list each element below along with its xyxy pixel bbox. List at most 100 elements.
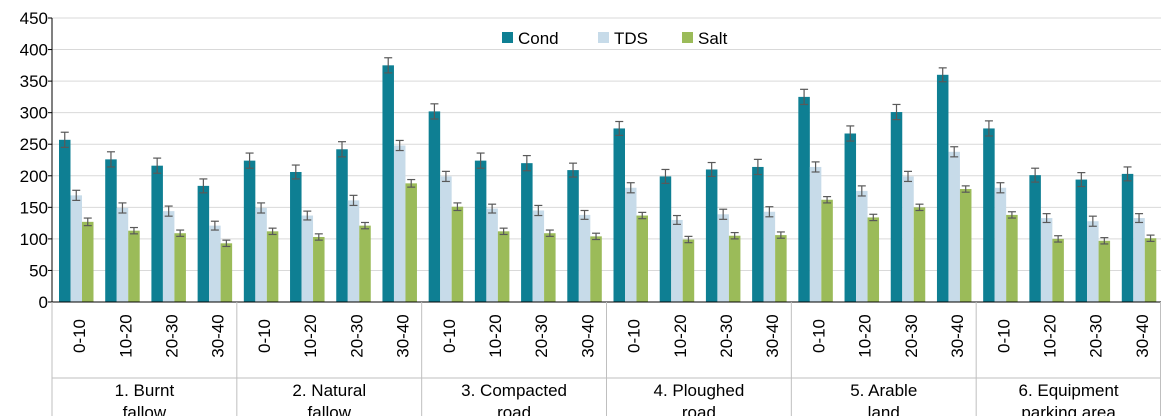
- bar-salt: [728, 235, 741, 302]
- y-tick-label: 350: [20, 72, 48, 91]
- bar-cond: [1075, 179, 1088, 302]
- bar-salt: [959, 189, 972, 302]
- bar-salt: [1098, 240, 1111, 302]
- bar-salt: [1144, 238, 1157, 302]
- legend-label-salt: Salt: [698, 29, 728, 48]
- x-group-label: fallow: [308, 403, 352, 416]
- y-tick-label: 150: [20, 198, 48, 217]
- bar-tds: [625, 187, 637, 302]
- bar-cond: [428, 111, 441, 302]
- x-category-label: 10-20: [671, 314, 690, 357]
- bar-salt: [775, 235, 787, 302]
- bar-cond: [243, 160, 256, 302]
- y-tick-label: 50: [29, 261, 48, 280]
- bar-salt: [544, 233, 556, 302]
- bar-tds: [440, 176, 452, 302]
- bar-tds: [809, 166, 822, 302]
- y-tick-label: 100: [20, 230, 48, 249]
- x-category-label: 20-30: [347, 314, 366, 357]
- y-tick-label: 0: [39, 293, 48, 312]
- bar-cond: [936, 74, 949, 302]
- x-category-label: 30-40: [394, 314, 413, 357]
- x-category-label: 10-20: [116, 314, 135, 357]
- bar-salt: [682, 239, 695, 302]
- x-category-label: 20-30: [163, 314, 182, 357]
- legend-label-tds: TDS: [614, 29, 648, 48]
- bar-cond: [659, 176, 672, 302]
- bar-salt: [220, 243, 233, 302]
- x-group-label: 2. Natural: [292, 381, 366, 400]
- bar-tds: [717, 214, 729, 302]
- x-category-label: 30-40: [763, 314, 782, 357]
- gridlines: [52, 17, 1161, 271]
- x-category-label: 30-40: [948, 314, 967, 357]
- bar-cond: [290, 171, 302, 302]
- bar-salt: [913, 207, 926, 302]
- bar-cond: [474, 160, 487, 302]
- bar-cond: [752, 166, 764, 302]
- x-category-label: 30-40: [578, 314, 597, 357]
- bar-cond: [382, 65, 394, 302]
- x-group-label: 3. Compacted: [461, 381, 567, 400]
- x-category-label: 10-20: [301, 314, 320, 357]
- x-category-label: 10-20: [1040, 314, 1059, 357]
- bar-tds: [70, 195, 82, 302]
- bar-tds: [1040, 218, 1053, 302]
- bar-salt: [451, 206, 464, 302]
- bar-tds: [671, 219, 683, 302]
- x-group-label: 1. Burnt: [115, 381, 175, 400]
- bar-salt: [590, 236, 602, 302]
- bar-salt: [1052, 238, 1064, 302]
- bar-cond: [890, 112, 903, 302]
- bar-tds: [209, 225, 221, 302]
- y-tick-label: 300: [20, 104, 48, 123]
- bar-tds: [393, 145, 406, 302]
- bar-tds: [1133, 218, 1145, 302]
- bar-tds: [856, 190, 868, 302]
- bar-cond: [1029, 175, 1041, 302]
- x-group-label: fallow: [123, 403, 167, 416]
- y-tick-label: 200: [20, 167, 48, 186]
- bar-cond: [151, 165, 163, 302]
- bar-tds: [255, 207, 267, 302]
- x-category-label: 20-30: [717, 314, 736, 357]
- bar-salt: [82, 221, 94, 302]
- bar-cond: [798, 96, 810, 302]
- legend-label-cond: Cond: [518, 29, 559, 48]
- x-category-label: 0-10: [994, 319, 1013, 353]
- x-category-label: 20-30: [532, 314, 551, 357]
- x-group-label: 5. Arable: [850, 381, 917, 400]
- bar-salt: [359, 225, 371, 302]
- bar-cond: [613, 128, 625, 302]
- x-category-label: 0-10: [625, 319, 644, 353]
- bar-cond: [105, 159, 117, 302]
- bar-cond: [521, 163, 533, 302]
- x-category-label: 20-30: [902, 314, 921, 357]
- bar-salt: [497, 231, 510, 302]
- bar-salt: [128, 230, 140, 302]
- legend-swatch-salt: [682, 32, 693, 43]
- x-group-label: 4. Ploughed: [654, 381, 745, 400]
- bar-tds: [162, 211, 175, 302]
- x-category-label: 20-30: [1087, 314, 1106, 357]
- x-category-label: 30-40: [209, 314, 228, 357]
- bar-salt: [1006, 214, 1018, 302]
- x-group-label: road: [682, 403, 716, 416]
- bar-tds: [763, 211, 776, 302]
- x-group-label: land: [868, 403, 900, 416]
- bar-tds: [578, 214, 591, 302]
- bar-tds: [902, 176, 914, 302]
- bar-salt: [405, 183, 417, 302]
- legend: Cond TDS Salt: [502, 29, 728, 48]
- bar-salt: [867, 217, 880, 302]
- bar-salt: [313, 236, 325, 302]
- legend-swatch-tds: [598, 32, 609, 43]
- x-category-label: 0-10: [440, 319, 459, 353]
- bar-cond: [336, 149, 348, 302]
- x-category-label: 10-20: [856, 314, 875, 357]
- bar-cond: [197, 185, 210, 302]
- x-category-label: 0-10: [70, 319, 89, 353]
- bar-cond: [983, 128, 995, 302]
